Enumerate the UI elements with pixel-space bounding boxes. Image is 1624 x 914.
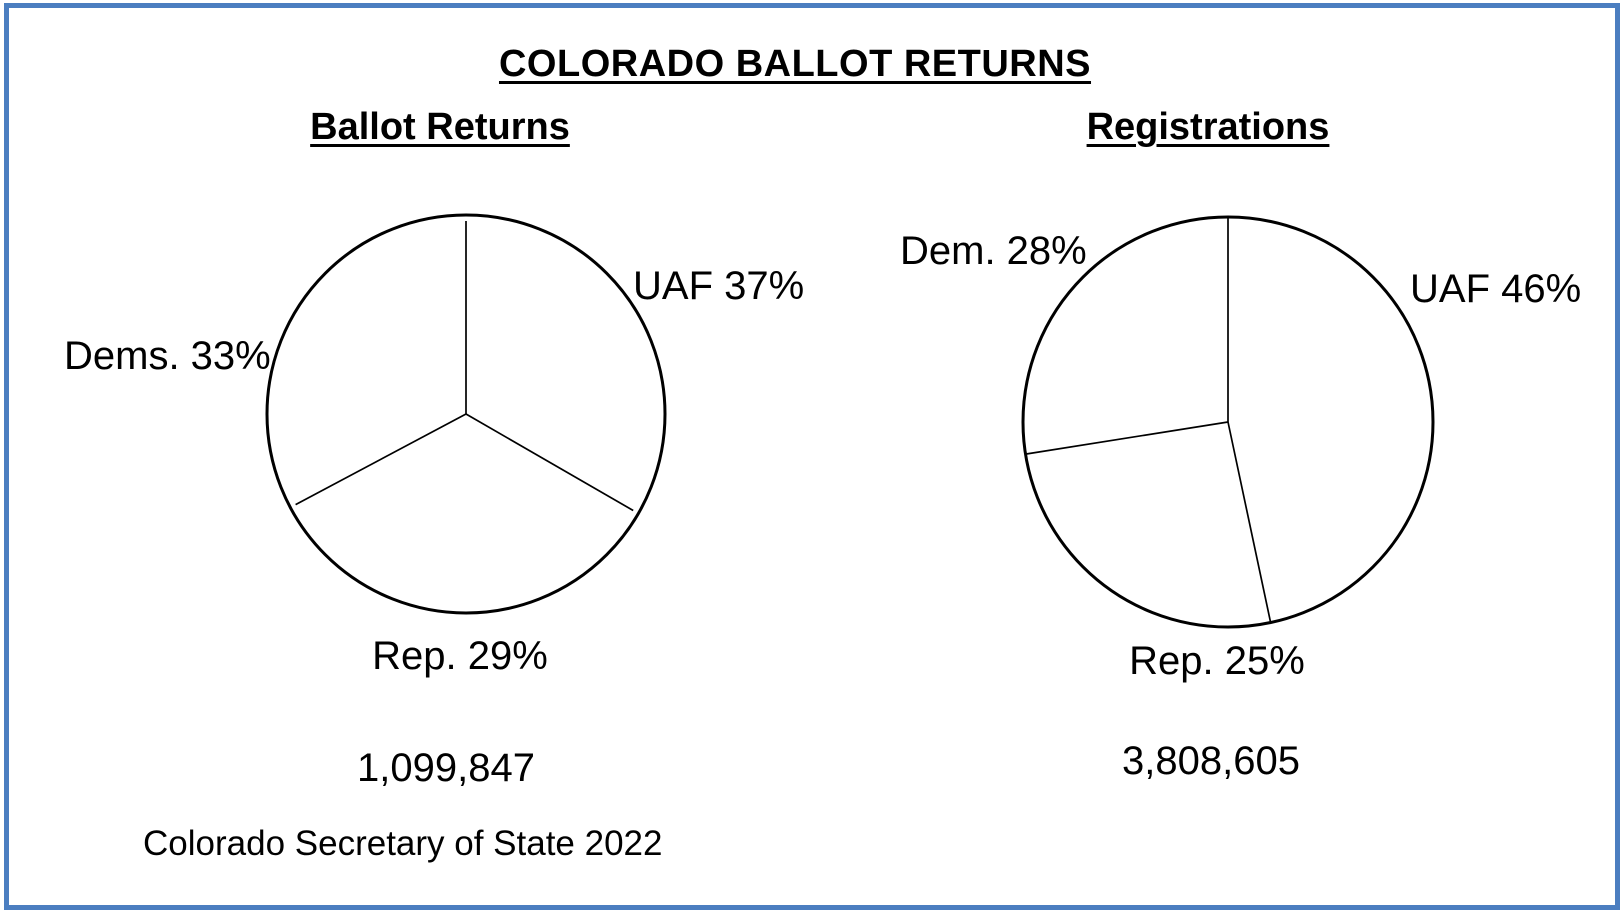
page-title: COLORADO BALLOT RETURNS: [498, 43, 1092, 85]
slide-border-frame: [4, 3, 1620, 910]
pie-slice-boundary: [295, 413, 467, 506]
slice-label-uaf-ballot: UAF 37%: [633, 264, 805, 308]
total-registrations: 3,808,605: [1122, 739, 1300, 783]
pie-chart-ballot-returns: [265, 213, 667, 615]
pie-chart-registrations: [1021, 215, 1435, 629]
total-ballot-returns: 1,099,847: [357, 746, 535, 790]
chart-title-ballot-returns: Ballot Returns: [310, 106, 570, 148]
slice-label-dem-registrations: Dem. 28%: [900, 229, 1087, 273]
slice-label-uaf-registrations: UAF 46%: [1410, 267, 1582, 311]
chart-title-registrations: Registrations: [1086, 106, 1330, 148]
source-attribution: Colorado Secretary of State 2022: [143, 824, 663, 863]
pie-slice-boundary: [1025, 421, 1229, 455]
slice-label-dems-ballot: Dems. 33%: [64, 334, 271, 378]
slice-label-rep-ballot: Rep. 29%: [372, 634, 548, 678]
slice-label-rep-registrations: Rep. 25%: [1129, 639, 1305, 683]
pie-slice-boundary: [1227, 421, 1272, 623]
pie-slice-boundary: [465, 413, 634, 512]
